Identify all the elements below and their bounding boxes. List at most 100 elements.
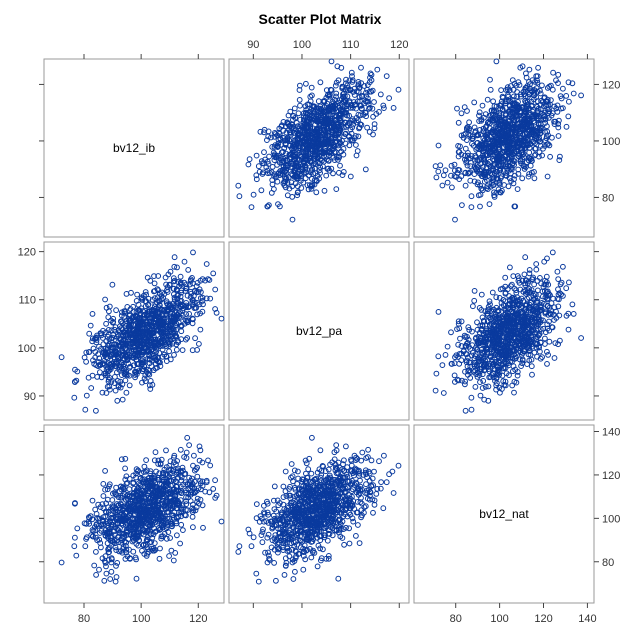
data-point [113,574,120,580]
data-point [100,360,107,367]
data-point [144,312,151,319]
data-point [542,335,548,342]
data-point [471,99,478,106]
data-point [119,530,126,537]
data-point [93,534,99,541]
data-point [347,173,354,180]
data-point [127,311,134,318]
data-point [369,105,376,112]
data-point [175,487,181,494]
data-point [540,145,546,152]
data-point [440,390,447,396]
data-point [534,298,540,304]
data-point [523,311,530,318]
data-point [321,141,328,148]
data-point [264,137,270,144]
data-point [313,189,320,196]
data-point [503,353,510,360]
data-point [477,141,484,148]
data-point [165,271,172,278]
data-point [519,146,526,153]
data-point [350,89,357,95]
data-point [554,109,561,115]
data-point [165,490,171,497]
data-point [177,293,184,300]
data-point [495,130,502,137]
data-point [349,73,355,79]
data-point [148,363,155,370]
data-point [476,109,483,116]
data-point [496,178,503,185]
data-point [89,527,96,533]
data-point [464,108,470,114]
data-point [163,479,170,485]
data-point [454,170,461,176]
data-point [167,518,174,525]
data-point [504,86,511,93]
data-point [532,151,539,158]
data-point [490,175,497,182]
data-point [507,264,513,271]
data-point [544,255,550,262]
data-point [178,483,184,490]
data-point [105,557,112,563]
data-point [141,527,148,533]
data-point [554,102,561,109]
data-point [560,293,566,299]
data-point [316,123,323,130]
data-point [462,152,468,159]
data-point [462,368,468,375]
data-point [499,187,505,194]
data-point [494,168,501,175]
data-point [212,286,219,293]
data-point [280,155,286,162]
data-point [109,341,115,348]
data-point [137,338,144,345]
data-point [500,158,507,165]
data-point [514,143,521,149]
data-point [343,124,350,130]
data-point [112,515,119,521]
data-point [138,522,145,529]
data-point [101,577,108,584]
data-point [121,366,128,373]
data-point [185,304,192,311]
data-point [497,140,504,147]
data-point [261,149,267,156]
data-point [100,518,107,525]
data-point [343,109,350,116]
point-group [432,58,584,223]
data-point [106,483,112,490]
data-point [87,513,94,519]
data-point [328,140,335,146]
data-point [439,182,446,189]
data-point [467,169,474,176]
data-point [106,544,113,551]
data-point [127,522,134,529]
data-point [121,329,128,336]
data-point [199,298,206,304]
data-point [532,146,538,152]
data-point [115,520,121,527]
data-point [81,354,88,361]
data-point [462,145,469,152]
data-point [203,261,210,267]
data-point [109,504,116,511]
data-point [123,473,130,480]
data-point [541,258,548,265]
data-point [167,505,174,512]
data-point [304,129,311,136]
data-point [368,71,375,78]
data-point [534,310,541,317]
data-point [114,369,120,376]
data-point [545,352,551,358]
data-point [133,312,140,319]
data-point [339,172,346,179]
data-point [522,282,529,289]
data-point [344,122,351,129]
data-point [107,348,113,355]
data-point [455,341,462,348]
data-point [114,397,121,404]
data-point [346,142,353,149]
data-point [546,327,553,334]
